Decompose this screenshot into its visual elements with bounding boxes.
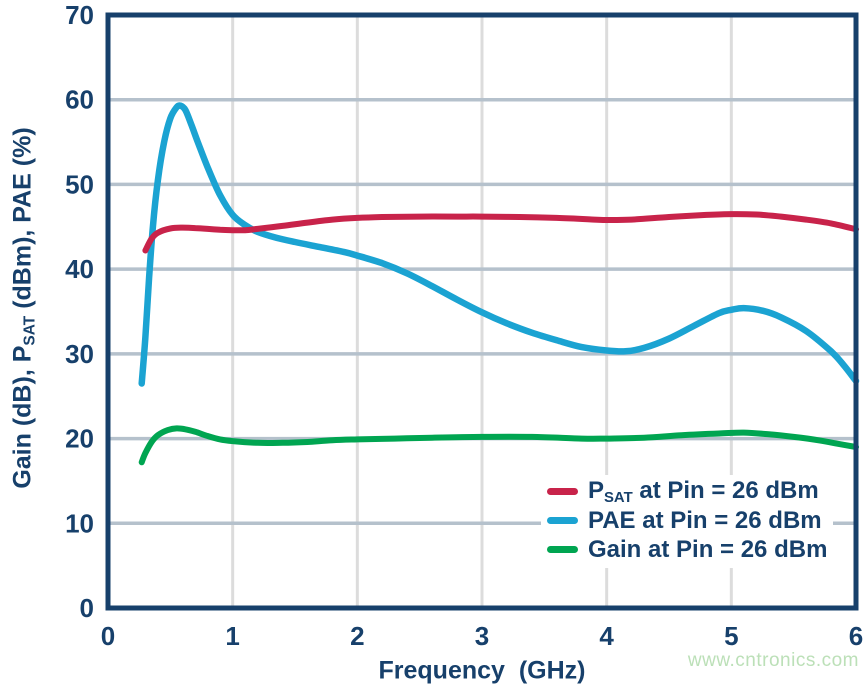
x-tick-label: 4 [599,621,614,651]
legend-label-pae: PAE at Pin = 26 dBm [588,506,822,534]
y-tick-label: 20 [65,424,94,454]
axis-frame [105,12,859,611]
legend-item-gain: Gain at Pin = 26 dBm [547,535,827,564]
legend-label-gain: Gain at Pin = 26 dBm [588,535,828,563]
x-tick-label: 2 [350,621,364,651]
y-tick-label: 60 [65,85,94,115]
y-tick-label: 10 [65,508,94,538]
y-axis-title-text: Gain (dB), P [8,345,37,489]
y-axis-title-subscript: SAT [21,315,39,346]
legend-swatch-psat [547,488,578,495]
series-line-gain [138,425,859,466]
legend-swatch-gain [547,546,578,553]
legend-label-psat: PSAT at Pin = 26 dBm [588,476,819,507]
y-tick-label: 0 [80,593,94,623]
x-tick-label: 5 [724,621,738,651]
x-tick-label: 6 [849,621,863,651]
legend-item-pae: PAE at Pin = 26 dBm [547,506,827,535]
series-line-pae [138,102,860,387]
y-tick-label: 30 [65,339,94,369]
legend-swatch-pae [547,517,578,524]
series-line-psat [142,211,859,254]
legend: PSAT at Pin = 26 dBm PAE at Pin = 26 dBm G… [541,475,834,568]
watermark: www.cntronics.com [687,650,859,671]
x-tick-label: 1 [225,621,239,651]
y-tick-label: 70 [65,0,94,30]
x-tick-label: 3 [475,621,489,651]
y-tick-label: 40 [65,254,94,284]
x-tick-label: 0 [101,621,115,651]
legend-item-psat: PSAT at Pin = 26 dBm [547,477,827,506]
x-axis-title: Frequency (GHz) [378,656,586,685]
y-tick-label: 50 [65,169,94,199]
y-axis-title-text: (dBm), PAE (%) [8,127,37,316]
y-axis-title: Gain (dB), PSAT (dBm), PAE (%) [8,127,39,488]
